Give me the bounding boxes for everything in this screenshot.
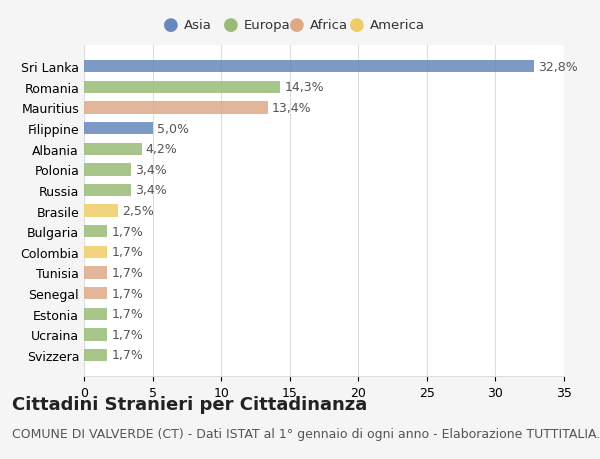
Text: America: America <box>370 19 425 32</box>
Bar <box>84 225 107 238</box>
Bar <box>84 246 107 258</box>
Text: 1,7%: 1,7% <box>112 328 143 341</box>
Text: 1,7%: 1,7% <box>112 225 143 238</box>
Text: COMUNE DI VALVERDE (CT) - Dati ISTAT al 1° gennaio di ogni anno - Elaborazione T: COMUNE DI VALVERDE (CT) - Dati ISTAT al … <box>12 427 600 440</box>
Text: ●: ● <box>349 16 365 34</box>
Text: 1,7%: 1,7% <box>112 287 143 300</box>
Text: 14,3%: 14,3% <box>284 81 324 94</box>
Text: 13,4%: 13,4% <box>272 102 311 115</box>
Bar <box>84 329 107 341</box>
Text: Asia: Asia <box>184 19 212 32</box>
Bar <box>84 349 107 361</box>
Text: 1,7%: 1,7% <box>112 349 143 362</box>
Bar <box>84 205 118 217</box>
Text: ●: ● <box>289 16 305 34</box>
Bar <box>84 102 268 114</box>
Text: 1,7%: 1,7% <box>112 266 143 280</box>
Text: 32,8%: 32,8% <box>538 61 578 73</box>
Text: 1,7%: 1,7% <box>112 308 143 320</box>
Bar <box>84 123 152 135</box>
Text: ●: ● <box>223 16 239 34</box>
Text: 1,7%: 1,7% <box>112 246 143 259</box>
Text: 4,2%: 4,2% <box>146 143 178 156</box>
Bar <box>84 143 142 156</box>
Text: ●: ● <box>163 16 179 34</box>
Text: 3,4%: 3,4% <box>135 163 166 176</box>
Text: Cittadini Stranieri per Cittadinanza: Cittadini Stranieri per Cittadinanza <box>12 395 367 413</box>
Text: Africa: Africa <box>310 19 349 32</box>
Text: Europa: Europa <box>244 19 291 32</box>
Bar <box>84 164 131 176</box>
Text: 5,0%: 5,0% <box>157 123 188 135</box>
Bar <box>84 267 107 279</box>
Text: 2,5%: 2,5% <box>122 205 154 218</box>
Bar <box>84 287 107 300</box>
Bar <box>84 82 280 94</box>
Bar <box>84 308 107 320</box>
Text: 3,4%: 3,4% <box>135 184 166 197</box>
Bar <box>84 185 131 197</box>
Bar <box>84 61 534 73</box>
